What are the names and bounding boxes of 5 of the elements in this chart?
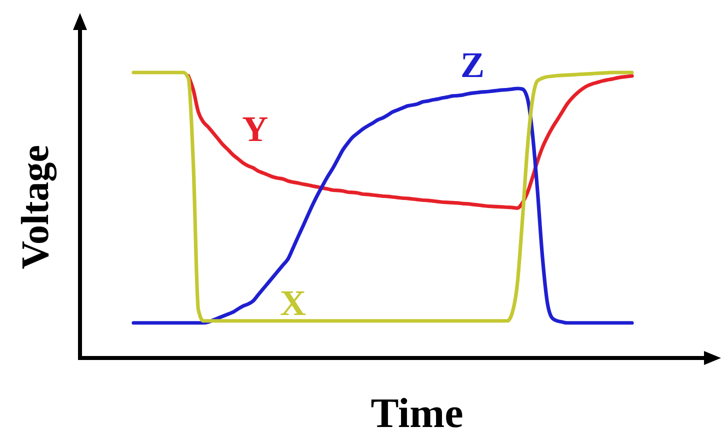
x-axis-title: Time <box>370 391 464 432</box>
series-label: Y <box>242 108 268 149</box>
series-label: X <box>280 282 306 323</box>
y-axis-title: Voltage <box>14 144 57 270</box>
series-label: Z <box>460 45 484 86</box>
